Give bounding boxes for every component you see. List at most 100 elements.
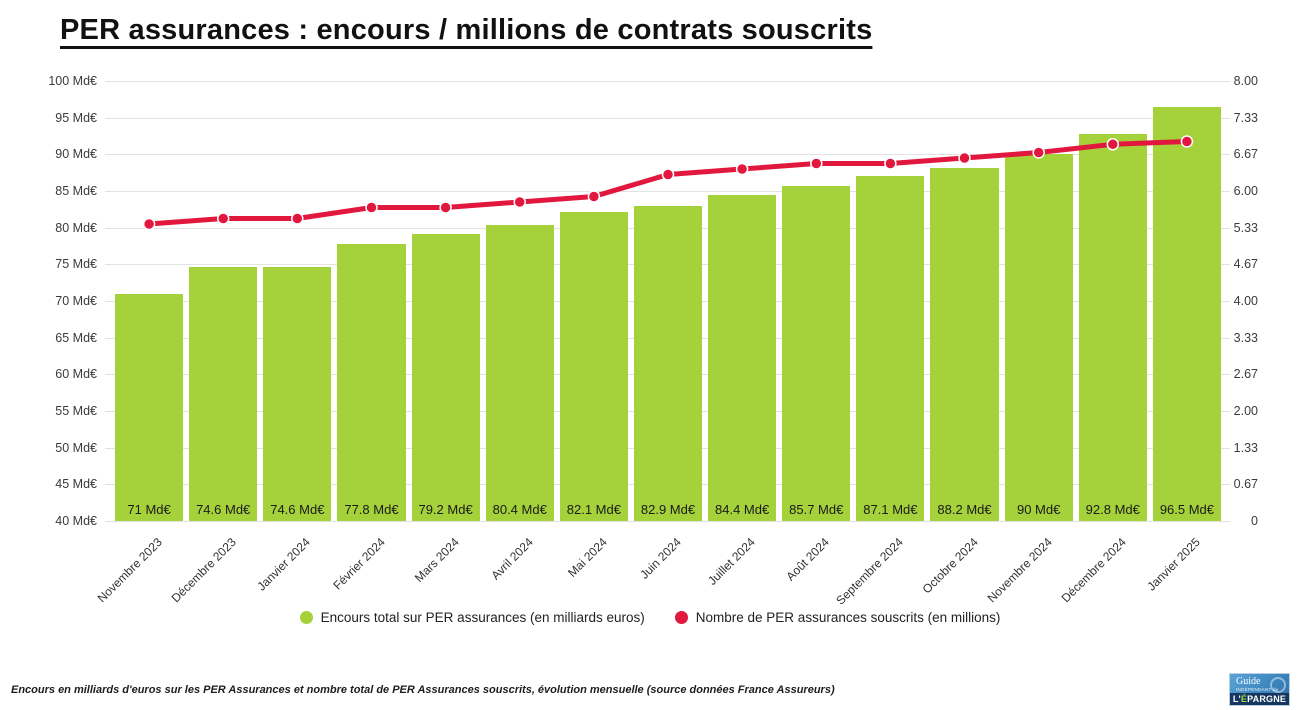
line-point-Mars 2024 [439, 201, 452, 214]
bar-value-label: 92.8 Md€ [1085, 502, 1140, 517]
x-axis-tick: Décembre 2024 [1058, 535, 1129, 606]
x-axis-tick: Octobre 2024 [919, 535, 981, 597]
x-axis-tick: Novembre 2023 [94, 535, 165, 606]
y-axis-right-tick: 6.00 [1233, 184, 1258, 198]
line-point-Décembre 2024 [1106, 138, 1120, 151]
bar-value-label: 80.4 Md€ [492, 502, 547, 517]
y-axis-left-tick: 90 Md€ [55, 147, 97, 162]
line-series-marker-icon [674, 611, 688, 624]
y-axis-left-tick: 45 Md€ [55, 477, 97, 492]
chart-area: 71 Md€ 74.6 Md€ 74.6 Md€ 77.8 Md€ 79.2 Md€ 80… [48, 74, 1258, 608]
bar-series: 71 Md€ 74.6 Md€ 74.6 Md€ 77.8 Md€ 79.2 Md€ 80… [105, 81, 1230, 521]
y-axis-right-tick: 2.00 [1233, 404, 1258, 418]
x-axis-tick: Juin 2024 [637, 535, 684, 582]
source-footnote: Encours en milliards d'euros sur les PER… [11, 684, 835, 696]
x-axis-tick: Mai 2024 [564, 535, 610, 580]
line-point-Septembre 2024 [884, 157, 897, 170]
bar-Novembre 2024: 90 Md€ [1004, 154, 1073, 521]
legend-label-encours: Encours total sur PER assurances (en mil… [320, 610, 645, 625]
x-axis-tick: Avril 2024 [488, 535, 536, 583]
x-axis-tick: Août 2024 [783, 535, 833, 584]
bar-value-label: 74.6 Md€ [196, 502, 251, 517]
bar-value-label: 82.1 Md€ [566, 502, 621, 517]
gridline [105, 117, 1230, 119]
y-axis-right-tick: 8.00 [1233, 74, 1258, 88]
gridline [105, 191, 1230, 192]
y-axis-right-tick: 6.67 [1233, 147, 1258, 162]
y-axis-right-tick: 3.33 [1233, 330, 1258, 345]
line-point-Mai 2024 [587, 190, 601, 203]
bar-value-label: 90 Md€ [1016, 502, 1061, 517]
legend-item-encours[interactable]: Encours total sur PER assurances (en mil… [299, 610, 645, 625]
logo-emblem-icon [1270, 677, 1286, 693]
bar-value-label: 96.5 Md€ [1159, 502, 1215, 517]
line-point-Décembre 2023 [216, 212, 230, 225]
y-axis-right-tick: 2.67 [1233, 367, 1258, 382]
bar-value-label: 71 Md€ [127, 502, 171, 517]
bar-value-label: 88.2 Md€ [937, 502, 992, 517]
legend-label-nombre: Nombre de PER assurances souscrits (en m… [695, 610, 1001, 625]
bar-value-label: 84.4 Md€ [715, 502, 770, 517]
logo-line1: Guide [1236, 676, 1261, 687]
y-axis-left-tick: 50 Md€ [55, 440, 97, 455]
y-axis-left-tick: 100 Md€ [48, 74, 97, 88]
bar-value-label: 79.2 Md€ [418, 502, 473, 517]
bar-value-label: 74.6 Md€ [270, 502, 325, 517]
line-point-Novembre 2023 [142, 217, 156, 231]
y-axis-left-tick: 95 Md€ [55, 110, 97, 125]
y-axis-left-tick: 85 Md€ [55, 184, 97, 198]
gridline [105, 154, 1230, 156]
x-axis-tick: Janvier 2025 [1144, 535, 1203, 594]
bar-Janvier 2025: 96.5 Md€ [1152, 106, 1221, 521]
x-axis-tick: Septembre 2024 [833, 535, 907, 608]
y-axis-right-tick: 0 [1251, 514, 1258, 528]
line-point-Octobre 2024 [958, 151, 971, 165]
y-axis-left-tick: 65 Md€ [55, 330, 97, 345]
y-axis-right-tick: 1.33 [1233, 440, 1258, 455]
line-point-Juin 2024 [661, 168, 675, 181]
line-point-Janvier 2025 [1180, 135, 1194, 148]
bar-Décembre 2023: 74.6 Md€ [189, 267, 258, 521]
line-point-Novembre 2024 [1032, 146, 1045, 159]
bar-Avril 2024: 80.4 Md€ [485, 224, 554, 521]
bar-Février 2024: 77.8 Md€ [337, 243, 406, 521]
y-axis-right-tick: 0.67 [1233, 477, 1258, 492]
x-axis-tick: Mars 2024 [411, 535, 462, 585]
y-axis-left-tick: 75 Md€ [55, 257, 97, 272]
page-title: PER assurances : encours / millions de c… [60, 14, 873, 46]
line-point-Février 2024 [365, 201, 378, 214]
x-axis-tick: Décembre 2023 [168, 535, 240, 606]
x-axis-tick: Janvier 2024 [254, 535, 314, 594]
bar-Septembre 2024: 87.1 Md€ [856, 175, 925, 521]
legend: Encours total sur PER assurances (en mil… [0, 610, 1300, 625]
y-axis-right-tick: 4.67 [1233, 257, 1258, 272]
bar-value-label: 87.1 Md€ [863, 502, 918, 517]
legend-item-nombre[interactable]: Nombre de PER assurances souscrits (en m… [674, 610, 1001, 625]
line-point-Août 2024 [810, 157, 823, 170]
line-point-Janvier 2024 [291, 212, 304, 225]
logo-line2: INDÉPENDANT de [1236, 687, 1279, 692]
y-axis-left-tick: 40 Md€ [55, 514, 97, 528]
bar-series-marker-icon [299, 611, 313, 624]
y-axis-right-tick: 7.33 [1233, 110, 1258, 125]
line-series [142, 135, 1194, 231]
line-point-Avril 2024 [513, 195, 526, 209]
gridline [105, 81, 1230, 82]
y-axis-left-tick: 80 Md€ [55, 220, 97, 235]
bar-Juin 2024: 82.9 Md€ [633, 206, 703, 521]
x-axis-tick: Juillet 2024 [705, 535, 758, 588]
bar-Décembre 2024: 92.8 Md€ [1078, 133, 1147, 521]
y-axis-right-tick: 5.33 [1233, 220, 1258, 235]
bar-Août 2024: 85.7 Md€ [782, 185, 851, 521]
bar-Janvier 2024: 74.6 Md€ [263, 267, 332, 521]
bar-value-label: 82.9 Md€ [640, 502, 696, 517]
y-axis-left-tick: 55 Md€ [55, 404, 97, 418]
bar-value-label: 77.8 Md€ [344, 502, 399, 517]
bar-Juillet 2024: 84.4 Md€ [708, 195, 777, 521]
logo-line3: L'ÉPARGNE [1230, 693, 1289, 705]
line-path [146, 139, 1190, 227]
y-axis-right-tick: 4.00 [1233, 294, 1258, 308]
brand-logo: Guide INDÉPENDANT de L'ÉPARGNE [1229, 673, 1290, 706]
bar-Mars 2024: 79.2 Md€ [411, 233, 480, 521]
